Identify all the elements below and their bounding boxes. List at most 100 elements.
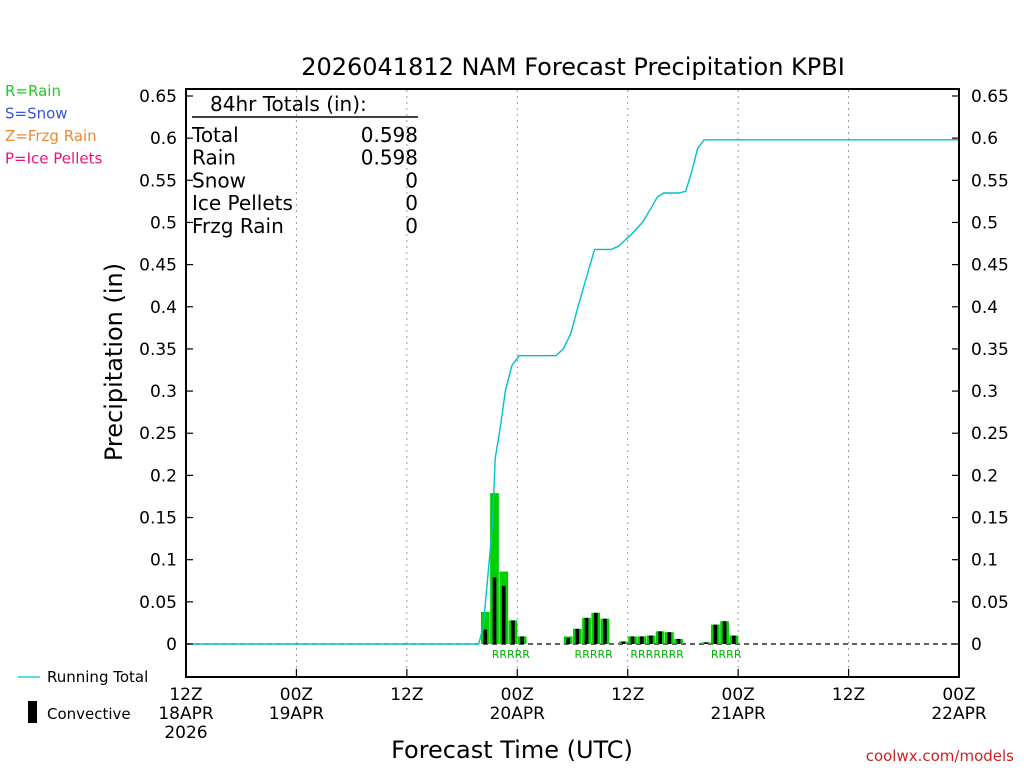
y-tick-label-left: 0.45 <box>139 256 177 276</box>
convective-bar <box>584 617 589 644</box>
x-tick-year-label: 2026 <box>164 723 207 743</box>
y-tick-label-right: 0.55 <box>971 171 1009 191</box>
x-tick-label: 12Z <box>611 685 644 705</box>
y-axis-label: Precipitation (in) <box>100 263 128 461</box>
x-tick-label: 12Z <box>169 685 202 705</box>
x-tick-date-label: 22APR <box>931 704 987 724</box>
ptype-legend-item: Z=Frzg Rain <box>5 127 97 145</box>
convective-bar <box>593 612 598 644</box>
convective-bar <box>501 585 506 644</box>
y-tick-label-right: 0.15 <box>971 509 1009 529</box>
convective-bar <box>492 577 497 644</box>
ptype-legend-item: P=Ice Pellets <box>5 150 102 168</box>
convective-bar <box>713 624 718 644</box>
y-tick-label-left: 0.6 <box>150 129 177 149</box>
ptype-marker: RRRRRRR <box>630 648 684 661</box>
running-total-line <box>186 139 959 645</box>
x-tick-date-label: 20APR <box>490 704 546 724</box>
convective-bar <box>511 620 515 644</box>
x-tick-label: 12Z <box>390 685 423 705</box>
x-tick-label: 00Z <box>722 685 755 705</box>
convective-bar <box>639 636 644 644</box>
precip-bar <box>490 493 499 644</box>
convective-bar <box>731 635 736 644</box>
y-tick-label-left: 0.1 <box>150 551 177 571</box>
totals-row-value: 0 <box>405 191 418 215</box>
convective-bar <box>722 621 727 644</box>
y-tick-label-left: 0.55 <box>139 171 177 191</box>
y-tick-label-left: 0 <box>166 635 177 655</box>
convective-bar <box>566 638 570 644</box>
totals-table: 84hr Totals (in): Total 0.598 Rain 0.598 Sno… <box>191 92 418 238</box>
y-tick-label-left: 0.3 <box>150 382 177 402</box>
precip-bar <box>480 611 490 644</box>
y-tick-label-left: 0.5 <box>150 213 177 233</box>
x-tick-label: 12Z <box>832 685 865 705</box>
ptype-marker: RRRR <box>711 648 742 661</box>
totals-row-value: 0.598 <box>361 146 418 170</box>
convective-bar <box>520 636 524 644</box>
site-credit: coolwx.com/models <box>866 747 1014 765</box>
x-tick-date-label: 18APR <box>158 704 214 724</box>
y-tick-label-left: 0.25 <box>139 424 177 444</box>
convective-bar <box>575 628 580 644</box>
totals-row-label: Snow <box>192 168 246 192</box>
plot-frame <box>185 88 960 678</box>
totals-row-value: 0.598 <box>361 123 418 147</box>
convective-bar <box>676 638 681 644</box>
ptype-legend-item: S=Snow <box>5 105 68 123</box>
precip-type-legend: R=Rain S=Snow Z=Frzg Rain P=Ice Pellets <box>5 82 102 168</box>
y-tick-label-left: 0.15 <box>139 509 177 529</box>
convective-legend-swatch <box>28 701 37 723</box>
x-tick-label: 00Z <box>501 685 534 705</box>
x-tick-date-label: 19APR <box>269 704 325 724</box>
convective-bar <box>621 641 626 644</box>
y-axis-ticks: 0.65 0.65 0.6 0.6 0.55 0.55 0.5 0.5 0.45 0.45 0.4 0… <box>139 87 1009 655</box>
totals-row-value: 0 <box>405 214 418 238</box>
totals-header: 84hr Totals (in): <box>210 92 367 116</box>
y-tick-label-right: 0.6 <box>971 129 998 149</box>
convective-bar <box>658 631 662 644</box>
y-tick-label-left: 0.05 <box>139 593 177 613</box>
y-tick-label-right: 0 <box>971 635 982 655</box>
y-tick-label-right: 0.35 <box>971 340 1009 360</box>
precip-type-markers: RRRRR RRRRR RRRRRRR RRRR <box>492 648 742 661</box>
convective-bars <box>483 577 736 644</box>
x-tick-label: 00Z <box>280 685 313 705</box>
precip-bars <box>480 493 739 644</box>
y-tick-label-right: 0.2 <box>971 466 998 486</box>
ptype-marker: RRRRR <box>492 648 531 661</box>
y-tick-label-right: 0.25 <box>971 424 1009 444</box>
x-axis-label: Forecast Time (UTC) <box>391 736 633 764</box>
y-tick-label-left: 0.4 <box>150 298 177 318</box>
totals-row-label: Rain <box>192 146 236 170</box>
convective-bar <box>630 636 635 644</box>
y-tick-label-right: 0.45 <box>971 256 1009 276</box>
chart-title: 2026041812 NAM Forecast Precipitation KP… <box>301 53 845 81</box>
convective-bar <box>667 632 672 644</box>
y-tick-label-right: 0.4 <box>971 298 998 318</box>
y-tick-label-right: 0.1 <box>971 551 998 571</box>
y-tick-label-left: 0.2 <box>150 466 177 486</box>
y-tick-label-right: 0.3 <box>971 382 998 402</box>
totals-row-label: Frzg Rain <box>192 214 284 238</box>
y-tick-label-right: 0.65 <box>971 87 1009 107</box>
vertical-gridlines <box>295 90 850 676</box>
running-total-legend-label: Running Total <box>47 668 148 686</box>
x-tick-date-label: 21APR <box>710 704 766 724</box>
x-tick-label: 00Z <box>942 685 975 705</box>
convective-bar <box>483 629 488 644</box>
ptype-legend-item: R=Rain <box>5 82 61 100</box>
y-tick-label-right: 0.5 <box>971 213 998 233</box>
running-total-series <box>186 139 959 645</box>
convective-legend-label: Convective <box>47 705 131 723</box>
y-tick-label-left: 0.65 <box>139 87 177 107</box>
convective-bar <box>704 642 709 644</box>
ptype-marker: RRRRR <box>575 648 614 661</box>
convective-bar <box>603 618 607 644</box>
totals-row-value: 0 <box>405 168 418 192</box>
totals-row-label: Ice Pellets <box>192 191 293 215</box>
totals-rows: Total 0.598 Rain 0.598 Snow 0 Ice Pellets 0 Frzg… <box>191 123 418 238</box>
